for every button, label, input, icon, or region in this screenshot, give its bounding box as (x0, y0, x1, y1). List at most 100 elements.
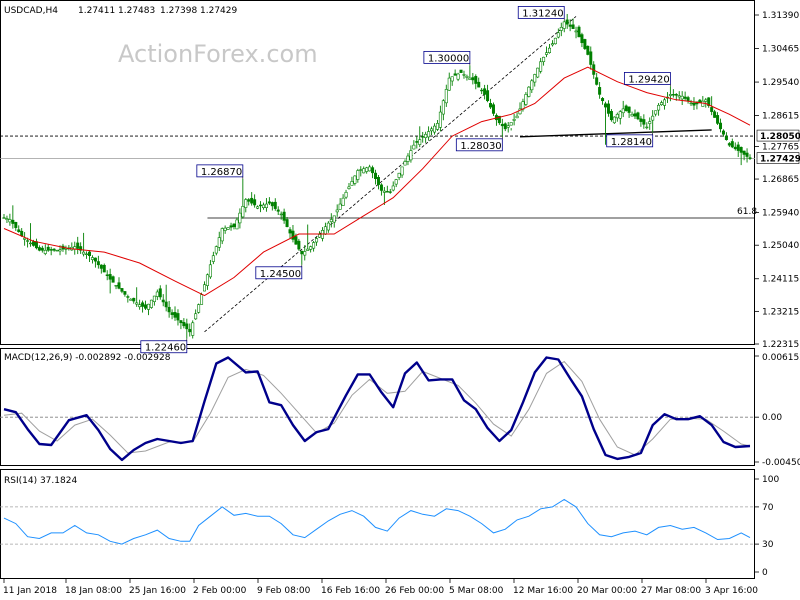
candle-body (205, 274, 209, 286)
candle-body (11, 219, 15, 224)
candle-body (17, 229, 21, 233)
candle-body (657, 104, 661, 111)
candle-body (191, 322, 195, 336)
candle-body (645, 126, 649, 129)
time-tick-label: 9 Feb 08:00 (257, 586, 311, 596)
candle-body (273, 201, 277, 209)
candle-body (486, 90, 490, 102)
macd-panel-frame (0, 348, 755, 466)
candle-body (553, 37, 557, 45)
price-tick-label: 1.28615 (762, 112, 799, 122)
candle-body (536, 67, 540, 78)
candle-body (49, 249, 53, 251)
candle-body (46, 246, 50, 251)
candle-body (500, 123, 504, 127)
candle-body (745, 152, 749, 157)
candle-body (214, 246, 218, 254)
price-tag-box (756, 129, 800, 142)
candle-body (96, 261, 100, 266)
candle-body (403, 161, 407, 166)
candle-body (580, 34, 584, 44)
macd-tick-label: 0.006152 (762, 353, 800, 363)
annotation-label: 1.28030 (460, 141, 501, 152)
time-tick-label: 26 Feb 00:00 (385, 586, 444, 596)
candle-body (539, 61, 543, 72)
rsi-tick-label: 70 (762, 503, 774, 513)
candle-body (648, 121, 652, 124)
candle-body (545, 52, 549, 55)
candle-body (88, 251, 92, 257)
candle-body (52, 248, 56, 251)
header-open: 1.27411 (78, 6, 115, 16)
candle-body (671, 94, 675, 96)
candle-body (43, 249, 47, 254)
candle-body (409, 150, 413, 161)
candle-body (497, 115, 501, 124)
candle-body (730, 141, 734, 148)
candle-body (391, 185, 395, 191)
watermark-text: ActionForex.com (118, 40, 318, 68)
candle-body (300, 250, 304, 255)
candle-body (527, 86, 531, 97)
price-tick-label: 1.31390 (762, 11, 799, 21)
time-tick-label: 12 Mar 16:00 (513, 586, 573, 596)
candle-body (533, 74, 537, 83)
candle-body (506, 125, 510, 128)
candle-body (618, 111, 622, 119)
price-tick-label: 1.29540 (762, 78, 799, 88)
price-tick-label: 1.25040 (762, 241, 799, 251)
candle-body (612, 116, 616, 124)
candles (2, 13, 752, 339)
candle-body (530, 80, 534, 91)
candle-body (444, 89, 448, 104)
candle-body (291, 230, 295, 240)
candle-body (141, 302, 145, 307)
candle-body (483, 88, 487, 95)
candle-body (565, 19, 569, 25)
candle-body (689, 102, 693, 105)
candle-body (326, 222, 330, 231)
candle-body (138, 304, 142, 308)
candle-body (577, 26, 581, 38)
candle-body (692, 102, 696, 106)
candle-body (524, 94, 528, 105)
macd-panel: 0.006152 0.00 -0.004509 (0, 353, 800, 468)
time-axis: 11 Jan 2018 18 Jan 08:00 25 Jan 16:00 2 Feb… (3, 579, 758, 596)
price-tick-label: 1.25940 (762, 209, 799, 219)
candle-body (37, 247, 41, 251)
rising-trendline (204, 16, 577, 333)
candle-body (318, 234, 322, 238)
annotation-label: 1.31240 (522, 8, 563, 19)
main-panel-frame (0, 0, 755, 345)
candle-body (102, 264, 106, 273)
candle-body (459, 69, 463, 73)
candle-body (359, 169, 363, 171)
candle-body (332, 215, 336, 223)
candle-body (721, 130, 725, 135)
candle-body (282, 211, 286, 221)
candle-body (194, 313, 198, 320)
header: USDCAD,H4 1.27411 1.27483 1.27398 1.2742… (4, 6, 237, 16)
candle-body (23, 237, 27, 240)
candle-body (430, 128, 434, 132)
candle-body (491, 104, 495, 114)
header-symbol: USDCAD,H4 (4, 6, 58, 16)
price-tick-label: 1.22315 (762, 340, 799, 350)
macd-line (3, 356, 751, 462)
candle-body (662, 99, 666, 106)
candle-body (680, 95, 684, 100)
macd-title: MACD(12,26,9) -0.002892 -0.002928 (4, 353, 171, 363)
candle-body (441, 100, 445, 115)
candle-body (312, 242, 316, 249)
candle-body (424, 133, 428, 138)
candle-body (456, 73, 460, 80)
candle-body (285, 219, 289, 228)
candle-body (742, 150, 746, 155)
candle-body (654, 110, 658, 115)
candle-body (651, 115, 655, 121)
price-tick-label: 1.24115 (762, 275, 799, 285)
candle-body (435, 123, 439, 130)
candle-body (188, 328, 192, 333)
candle-body (208, 264, 212, 278)
candle-body (356, 170, 360, 180)
